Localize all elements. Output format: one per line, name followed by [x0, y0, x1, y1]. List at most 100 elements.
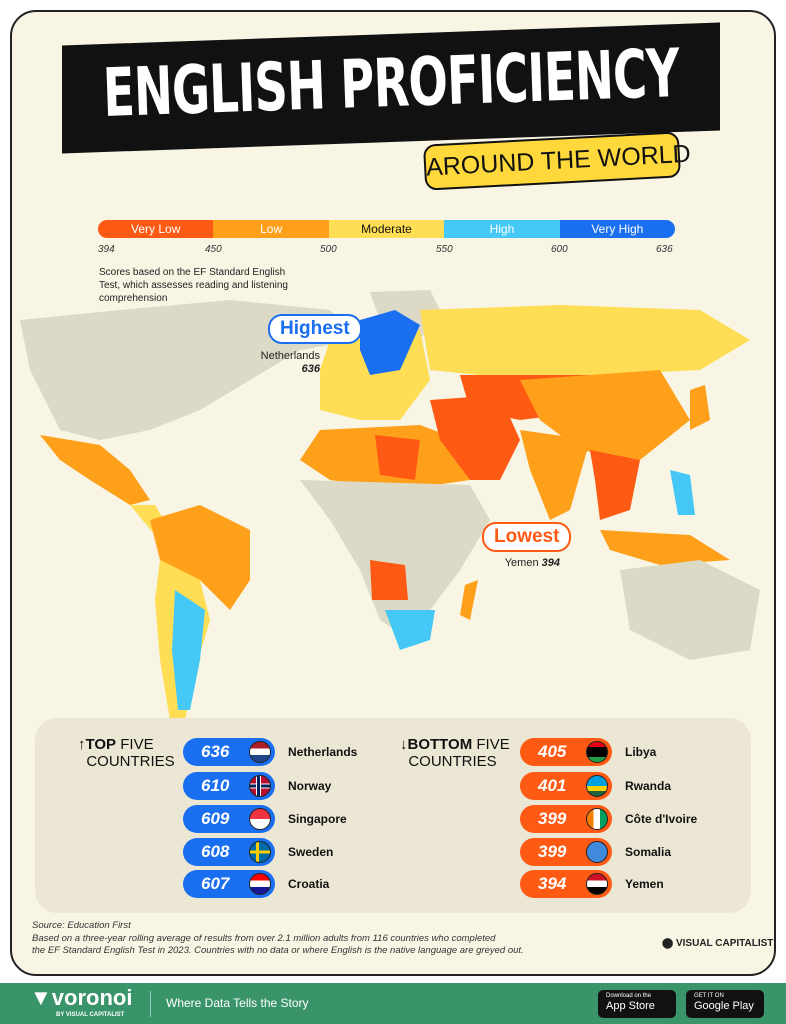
footnote-line2: the EF Standard English Test in 2023. Co… [32, 945, 524, 956]
bottom-country-pill: 401 [520, 772, 612, 800]
somalia-flag-icon [586, 841, 608, 863]
top-country-pill: 608 [183, 838, 275, 866]
score: 636 [201, 742, 230, 761]
country-name: Côte d'Ivoire [625, 812, 698, 826]
sweden-flag-icon [249, 841, 271, 863]
norway-flag-icon [249, 775, 271, 797]
bottom-heading-rest: FIVE [476, 736, 510, 753]
google-play-small: GET IT ON [694, 993, 724, 999]
philippines [670, 470, 695, 515]
legend-bar: Very Low Low Moderate High Very High [98, 220, 675, 238]
country-name: Yemen [625, 877, 664, 891]
country-name: Norway [288, 779, 332, 793]
score: 394 [538, 874, 567, 893]
legend-high: High [444, 220, 560, 238]
highest-score: 636 [301, 363, 320, 375]
yemen-flag-icon [586, 873, 608, 895]
japan [690, 385, 710, 430]
indonesia [600, 530, 730, 565]
top-country-pill: 609 [183, 805, 275, 833]
country-name: Libya [625, 745, 657, 759]
top-heading-rest: FIVE [120, 736, 154, 753]
top-heading: ↑TOP FIVE COUNTRIES [78, 736, 175, 770]
tagline: Where Data Tells the Story [166, 996, 309, 1010]
southeast-asia [590, 450, 640, 520]
south-africa [385, 610, 435, 650]
highest-country: Netherlands 636 [240, 350, 320, 376]
india [520, 430, 590, 520]
tick: 550 [436, 244, 453, 255]
score: 405 [538, 742, 567, 761]
bottom-country-pill: 399 [520, 805, 612, 833]
app-store-label: App Store [606, 1000, 655, 1012]
tick: 636 [656, 244, 673, 255]
middle-east [430, 395, 520, 480]
argentina [172, 590, 205, 710]
bottom-heading-line2: COUNTRIES [408, 753, 497, 770]
tick: 600 [551, 244, 568, 255]
country-name: Croatia [288, 877, 330, 891]
bottom-country-pill: 399 [520, 838, 612, 866]
highest-callout: Highest [268, 314, 362, 344]
score: 399 [538, 842, 567, 861]
brand-text: VISUAL CAPITALIST [675, 938, 774, 949]
top-country-pill: 610 [183, 772, 275, 800]
app-store-small: Download on the [606, 993, 652, 999]
lowest-country: Yemen 394 [480, 557, 560, 570]
top-heading-bold: TOP [85, 736, 117, 753]
bottom-heading-bold: BOTTOM [407, 736, 473, 753]
netherlands-flag-icon [249, 741, 271, 763]
world-map [20, 290, 760, 720]
score: 401 [538, 776, 567, 795]
footnote-line1: Based on a three-year rolling average of… [32, 933, 496, 944]
lowest-callout: Lowest [482, 522, 572, 552]
bottom-country-pill: 405 [520, 738, 612, 766]
voronoi-logo[interactable]: ▼voronoi [30, 985, 133, 1010]
legend-very-high: Very High [559, 220, 675, 238]
country-name: Rwanda [625, 779, 672, 793]
app-store-button[interactable]: Download on the App Store [598, 990, 676, 1018]
top-country-pill: 636 [183, 738, 275, 766]
footer: ▼voronoi BY VISUAL CAPITALIST Where Data… [0, 983, 786, 1024]
tick: 394 [98, 244, 115, 255]
central-africa [300, 480, 490, 640]
google-play-label: Google Play [694, 1000, 754, 1012]
legend-very-low: Very Low [98, 220, 214, 238]
greenland [370, 290, 440, 340]
score: 610 [201, 776, 230, 795]
score: 609 [201, 809, 230, 828]
lowest-country-name: Yemen [504, 557, 539, 569]
cote-divoire-flag-icon [586, 808, 608, 830]
madagascar [460, 580, 478, 620]
rankings-panel [35, 718, 751, 913]
legend-note: Scores based on the EF Standard English … [99, 267, 288, 304]
legend-low: Low [213, 220, 329, 238]
singapore-flag-icon [249, 808, 271, 830]
score: 607 [201, 874, 230, 893]
country-name: Singapore [288, 812, 347, 826]
top-country-pill: 607 [183, 870, 275, 898]
china [520, 370, 690, 460]
top-heading-line2: COUNTRIES [86, 753, 175, 770]
source: Source: Education First [32, 920, 131, 931]
angola [370, 560, 408, 600]
highest-country-name: Netherlands [260, 350, 320, 362]
bottom-heading: ↓BOTTOM FIVE COUNTRIES [400, 736, 510, 770]
tick: 500 [320, 244, 337, 255]
bottom-country-pill: 394 [520, 870, 612, 898]
croatia-flag-icon [249, 873, 271, 895]
google-play-button[interactable]: GET IT ON Google Play [686, 990, 764, 1018]
rwanda-flag-icon [586, 775, 608, 797]
libya-region [375, 435, 420, 480]
voronoi-logo-sub: BY VISUAL CAPITALIST [56, 1012, 125, 1018]
score: 399 [538, 809, 567, 828]
legend-moderate: Moderate [328, 220, 445, 238]
russia [420, 305, 750, 375]
libya-flag-icon [586, 741, 608, 763]
divider [150, 991, 151, 1017]
australia [620, 560, 760, 660]
country-name: Netherlands [288, 745, 358, 759]
country-name: Sweden [288, 845, 334, 859]
south-america-north [150, 505, 250, 610]
tick: 450 [205, 244, 222, 255]
